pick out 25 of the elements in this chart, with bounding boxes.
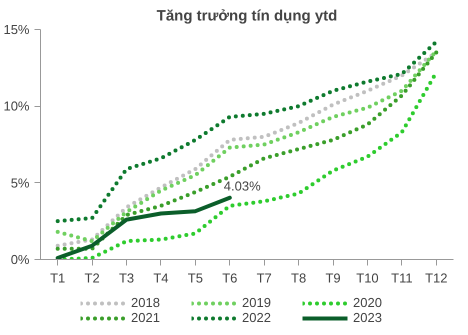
x-tick-label: T9 <box>325 270 341 286</box>
y-tick-label: 15% <box>3 22 30 37</box>
x-tick-label: T2 <box>84 270 100 286</box>
annotation: 4.03% <box>224 178 262 194</box>
line-series <box>56 196 232 260</box>
x-tick-label: T5 <box>188 270 203 286</box>
legend-label: 2020 <box>353 295 383 310</box>
x-tick-label: T3 <box>118 270 134 286</box>
x-tick-label: T8 <box>291 270 306 286</box>
x-tick-label: T11 <box>391 270 413 286</box>
legend-label: 2023 <box>353 310 383 325</box>
x-tick-label: T6 <box>222 270 238 286</box>
chart-title: Tăng trưởng tín dụng ytd <box>156 8 338 24</box>
y-tick-label: 10% <box>3 98 30 114</box>
legend-label: 2022 <box>242 310 272 325</box>
x-tick-label: T1 <box>50 270 66 286</box>
y-tick-label: 0% <box>10 252 30 267</box>
y-tick-label: 5% <box>10 175 30 190</box>
legend-label: 2019 <box>242 295 272 310</box>
x-tick-label: T12 <box>425 270 448 286</box>
legend-label: 2021 <box>131 310 161 325</box>
legend-label: 2018 <box>131 295 161 310</box>
x-tick-label: T7 <box>256 270 272 286</box>
x-tick-label: T4 <box>153 270 169 286</box>
x-tick-label: T10 <box>356 270 379 286</box>
